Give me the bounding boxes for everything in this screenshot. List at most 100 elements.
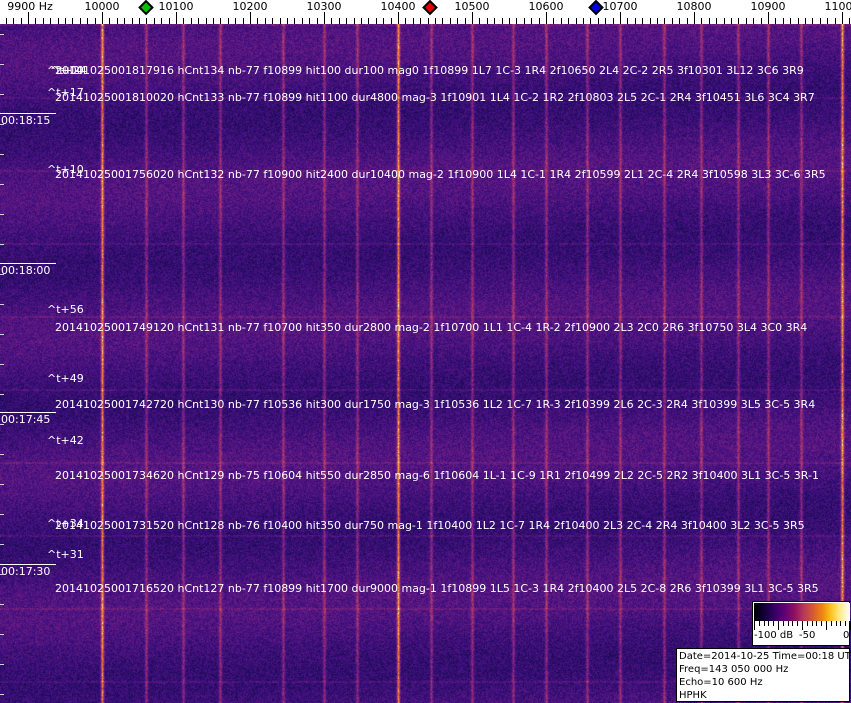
freq-minor-tick	[331, 18, 332, 24]
freq-minor-tick	[420, 18, 421, 24]
freq-minor-tick	[65, 18, 66, 24]
colorbar-major-tick	[778, 621, 779, 630]
freq-minor-tick	[627, 18, 628, 24]
info-station: HPHK	[679, 690, 707, 701]
freq-minor-tick	[657, 18, 658, 24]
colorbar-minor-tick	[792, 621, 793, 626]
time-minor-tick	[0, 214, 4, 215]
echo-time-tag-0: ^t+00	[47, 64, 84, 77]
time-minor-tick	[0, 184, 4, 185]
freq-major-tick	[102, 12, 103, 24]
freq-minor-tick	[442, 18, 443, 24]
time-minor-tick	[0, 604, 4, 605]
freq-minor-tick	[154, 18, 155, 24]
time-axis-label: 00:18:15	[1, 114, 51, 127]
freq-major-tick	[620, 12, 621, 24]
colorbar-minor-tick	[821, 621, 822, 626]
freq-minor-tick	[21, 18, 22, 24]
colorbar-major-tick	[802, 621, 803, 630]
colorbar-minor-tick	[764, 621, 765, 626]
freq-minor-tick	[50, 18, 51, 24]
freq-minor-tick	[435, 18, 436, 24]
freq-minor-tick	[272, 18, 273, 24]
freq-minor-tick	[58, 18, 59, 24]
colorbar: -100 dB -50 0	[752, 601, 851, 646]
freq-minor-tick	[598, 18, 599, 24]
freq-minor-tick	[43, 18, 44, 24]
freq-minor-tick	[72, 18, 73, 24]
echo-time-tag-2: ^t+10	[47, 163, 84, 176]
colorbar-label-min: -100 dB	[754, 630, 794, 641]
echo-detail-line-3: 20141025001749120 hCnt131 nb-77 f10700 h…	[55, 321, 808, 334]
freq-minor-tick	[117, 18, 118, 24]
freq-minor-tick	[368, 18, 369, 24]
freq-major-tick	[176, 12, 177, 24]
time-minor-tick	[0, 694, 4, 695]
echo-time-tag-4: ^t+49	[47, 372, 84, 385]
freq-minor-tick	[835, 18, 836, 24]
freq-minor-tick	[183, 18, 184, 24]
time-tick-mark	[0, 263, 56, 264]
time-minor-tick	[0, 334, 4, 335]
freq-minor-tick	[790, 18, 791, 24]
freq-minor-tick	[635, 18, 636, 24]
frequency-tick-marks	[0, 12, 851, 24]
freq-minor-tick	[361, 18, 362, 24]
freq-minor-tick	[524, 18, 525, 24]
freq-minor-tick	[679, 18, 680, 24]
carrier-lines	[0, 24, 851, 703]
freq-minor-tick	[109, 18, 110, 24]
time-minor-tick	[0, 364, 4, 365]
freq-minor-tick	[731, 18, 732, 24]
time-minor-tick	[0, 574, 4, 575]
freq-minor-tick	[257, 18, 258, 24]
colorbar-minor-tick	[836, 621, 837, 626]
freq-minor-tick	[539, 18, 540, 24]
time-minor-tick	[0, 94, 4, 95]
colorbar-minor-tick	[831, 621, 832, 626]
freq-minor-tick	[191, 18, 192, 24]
freq-minor-tick	[405, 18, 406, 24]
freq-minor-tick	[317, 18, 318, 24]
info-echo: Echo=10 600 Hz	[679, 677, 763, 688]
freq-minor-tick	[738, 18, 739, 24]
freq-minor-tick	[428, 18, 429, 24]
freq-minor-tick	[383, 18, 384, 24]
colorbar-minor-tick	[797, 621, 798, 626]
freq-minor-tick	[132, 18, 133, 24]
freq-minor-tick	[146, 18, 147, 24]
echo-time-tag-1: ^t+17	[47, 86, 84, 99]
time-axis-label: 00:18:00	[1, 264, 51, 277]
freq-major-tick	[842, 12, 843, 24]
echo-detail-line-2: 20141025001756020 hCnt132 nb-77 f10900 h…	[55, 168, 826, 181]
colorbar-minor-tick	[845, 621, 846, 626]
colorbar-minor-tick	[812, 621, 813, 626]
colorbar-minor-tick	[783, 621, 784, 626]
freq-minor-tick	[709, 18, 710, 24]
freq-minor-tick	[346, 18, 347, 24]
colorbar-minor-tick	[768, 621, 769, 626]
time-minor-tick	[0, 484, 4, 485]
freq-minor-tick	[650, 18, 651, 24]
freq-minor-tick	[613, 18, 614, 24]
spectrogram-plot[interactable]: 00:18:15 00:18:00 00:17:45 00:17:30 ^t+00 ^t…	[0, 24, 851, 703]
freq-minor-tick	[354, 18, 355, 24]
freq-minor-tick	[783, 18, 784, 24]
freq-minor-tick	[228, 18, 229, 24]
echo-detail-line-1: 20141025001810020 hCnt133 nb-77 f10899 h…	[55, 91, 815, 104]
echo-time-tag-7: ^t+31	[47, 548, 84, 561]
freq-minor-tick	[6, 18, 7, 24]
freq-minor-tick	[198, 18, 199, 24]
freq-minor-tick	[13, 18, 14, 24]
freq-minor-tick	[724, 18, 725, 24]
freq-minor-tick	[457, 18, 458, 24]
freq-minor-tick	[294, 18, 295, 24]
freq-minor-tick	[509, 18, 510, 24]
freq-minor-tick	[80, 18, 81, 24]
freq-minor-tick	[827, 18, 828, 24]
colorbar-labels: -100 dB -50 0	[754, 630, 850, 644]
freq-minor-tick	[576, 18, 577, 24]
freq-minor-tick	[302, 18, 303, 24]
colorbar-gradient	[754, 603, 850, 621]
freq-minor-tick	[672, 18, 673, 24]
